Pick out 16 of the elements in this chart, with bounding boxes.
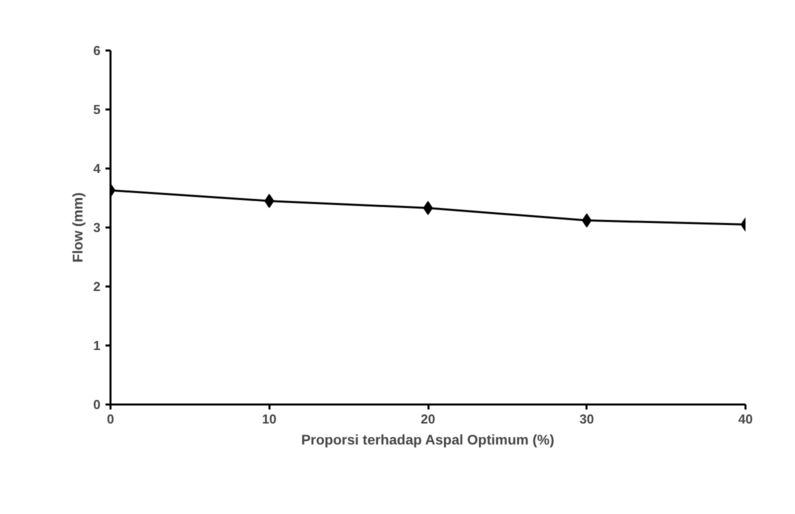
x-tick-label: 40 bbox=[738, 412, 753, 426]
x-tick-label: 10 bbox=[262, 412, 276, 426]
y-tick-label: 3 bbox=[93, 220, 101, 235]
x-axis-title: Proporsi terhadap Aspal Optimum (%) bbox=[301, 432, 554, 448]
y-tick-label: 2 bbox=[93, 279, 101, 294]
y-tick-label: 4 bbox=[93, 161, 102, 176]
y-tick-label: 0 bbox=[93, 397, 101, 412]
point bbox=[582, 213, 592, 228]
x-tick-label: 0 bbox=[106, 412, 114, 426]
y-tick-label: 5 bbox=[93, 102, 101, 117]
y-axis-title: Flow (mm) bbox=[69, 192, 86, 262]
y-tick-label: 6 bbox=[93, 43, 101, 58]
x-tick-label: 30 bbox=[580, 412, 594, 426]
x-tick-label: 20 bbox=[420, 412, 436, 426]
point bbox=[264, 194, 274, 208]
y-tick-label: 1 bbox=[93, 338, 101, 353]
